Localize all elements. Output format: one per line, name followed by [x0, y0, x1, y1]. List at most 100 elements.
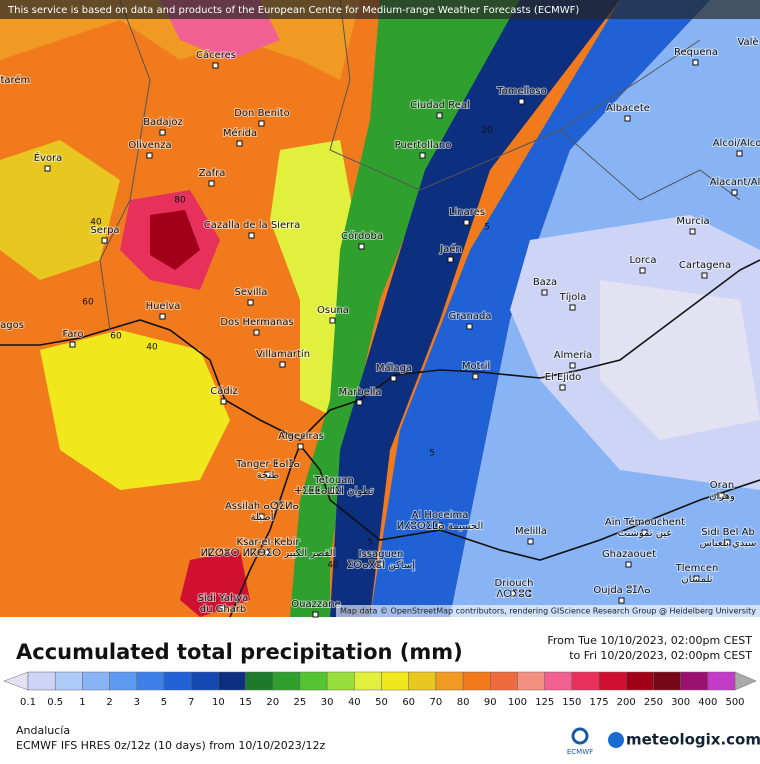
place-marker — [253, 329, 260, 336]
place-marker — [419, 152, 426, 159]
place-name: Alacant/Al — [710, 177, 760, 188]
place-marker — [212, 62, 219, 69]
colorbar-cell — [653, 671, 681, 691]
place-marker — [146, 152, 153, 159]
colorbar-cell — [462, 671, 491, 691]
place-name: Assilah ⴰⵚⵉⵍⴰ — [225, 501, 299, 512]
place-name: Villamartín — [256, 348, 310, 360]
place-name: Córdoba — [341, 230, 383, 242]
map: ltarém Cáceres Tomelloso Requena Valè Ciudad … — [0, 0, 760, 618]
place-marker — [312, 611, 319, 618]
place-name: Puertollano — [395, 140, 452, 151]
place-marker — [463, 219, 470, 226]
place-alt-name: وهران — [709, 491, 735, 502]
place-name: Tomelloso — [496, 86, 546, 97]
place-name: Faro — [63, 329, 84, 340]
place-marker — [436, 112, 443, 119]
place-marker — [718, 492, 725, 499]
place-marker — [297, 443, 304, 450]
colorbar-cell — [381, 671, 409, 691]
legend-title: Accumulated total precipitation (mm) — [16, 640, 463, 664]
place-marker — [356, 399, 363, 406]
place-alt-name: ⵉⵙⴰⴳⴻⵏ إساكن — [347, 560, 415, 571]
model-info: ECMWF IFS HRES 0z/12z (10 days) from 10/… — [16, 739, 326, 752]
place-marker — [510, 590, 517, 597]
place-marker — [69, 341, 76, 348]
colorbar-arrow — [734, 671, 757, 691]
place-name: Ciudad Real — [410, 100, 470, 111]
colorbar-cell — [245, 671, 273, 691]
place-name: Issaguen — [359, 549, 404, 560]
place-name: Baza — [533, 277, 557, 288]
colorbar-label: 10 — [212, 697, 225, 708]
place-name: Almería — [554, 349, 593, 361]
contour-label: 20 — [481, 126, 493, 136]
contour-label: 5 — [367, 538, 373, 548]
place-name: Huelva — [146, 301, 181, 312]
place-alt-name: ⵍⵇⵚⴻⵔ ⵍⴽⴱⵉⵔ القصر الكبير — [201, 548, 336, 559]
colorbar-label: 300 — [671, 697, 690, 708]
place-marker — [447, 256, 454, 263]
place-marker — [641, 529, 648, 536]
place-name: Sidi Yahya — [198, 593, 249, 604]
place-name: Marbella — [338, 387, 381, 398]
colorbar-label: 1 — [79, 697, 85, 708]
place-marker — [472, 373, 479, 380]
place-marker — [541, 289, 548, 296]
place-name: Évora — [34, 151, 63, 164]
colorbar-cell — [517, 671, 545, 691]
colorbar-cell — [625, 671, 654, 691]
colorbar-cell — [27, 671, 56, 691]
colorbar-cell — [435, 671, 464, 691]
region: Andalucía — [16, 724, 70, 737]
place-name: Cáceres — [196, 49, 236, 61]
place-alt-name: أصيلة — [251, 510, 274, 523]
colorbar-arrow — [3, 671, 29, 691]
colorbar-cell — [218, 671, 246, 691]
colorbar-label: 150 — [562, 697, 581, 708]
place-marker — [258, 513, 265, 520]
place-name: Linares — [449, 207, 485, 218]
place-alt-name: عين تموشنت — [618, 528, 673, 539]
place-name: Al Hoceima — [412, 510, 469, 521]
field — [330, 0, 620, 617]
place-name: Mérida — [223, 127, 257, 139]
place-alt-name: طنجة — [257, 470, 280, 481]
place-name: agos — [0, 320, 24, 331]
place-marker — [236, 140, 243, 147]
place-marker — [569, 304, 576, 311]
colorbar-cell — [82, 671, 110, 691]
place-name: Málaga — [376, 362, 412, 374]
place-name: Lorca — [629, 255, 656, 266]
field — [150, 210, 200, 270]
place-marker — [101, 237, 108, 244]
place-marker — [436, 522, 443, 529]
place-name: El Ejido — [545, 372, 582, 383]
place-marker — [639, 267, 646, 274]
notice: This service is based on data and produc… — [7, 5, 579, 16]
place-name: Ksar-el-Kebir — [237, 537, 301, 548]
place-name: Badajoz — [143, 117, 183, 128]
place-name: Serpa — [90, 225, 119, 236]
place-name: Valè — [737, 36, 758, 48]
colorbar-cell — [163, 671, 192, 691]
colorbar-cell — [408, 671, 437, 691]
colorbar-label: 500 — [725, 697, 744, 708]
colorbar-label: 400 — [698, 697, 717, 708]
place-marker — [279, 361, 286, 368]
colorbar-cell — [136, 671, 165, 691]
contour-label: 5 — [484, 223, 490, 233]
colorbar-cell — [109, 671, 138, 691]
place-marker — [693, 575, 700, 582]
place-marker — [377, 561, 384, 568]
place-marker — [518, 98, 525, 105]
colorbar-label: 5 — [161, 697, 167, 708]
contour-label: 40 — [146, 343, 158, 353]
place-name: Ouazzane — [291, 599, 340, 610]
place-name: Tanger ⵟⴰⵏⵊⴰ — [235, 459, 300, 470]
colorbar-label: 40 — [348, 697, 361, 708]
colorbar-cell — [571, 671, 600, 691]
place-name: Aïn Témouchent — [605, 516, 685, 528]
